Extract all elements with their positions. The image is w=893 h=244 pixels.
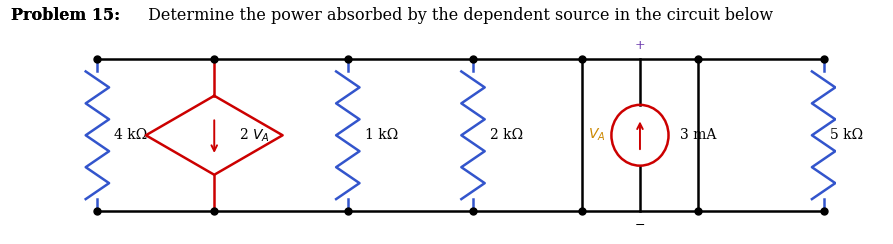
- Text: 3 mA: 3 mA: [680, 128, 716, 142]
- Text: 5 kΩ: 5 kΩ: [830, 128, 864, 142]
- Text: Problem 15:: Problem 15:: [12, 7, 121, 24]
- Text: $V_A$: $V_A$: [588, 127, 605, 143]
- Text: −: −: [635, 218, 646, 232]
- Text: Problem 15:: Problem 15:: [12, 7, 121, 24]
- Text: 2 $V_A$: 2 $V_A$: [239, 127, 270, 144]
- Text: 4 kΩ: 4 kΩ: [114, 128, 147, 142]
- Text: Determine the power absorbed by the dependent source in the circuit below: Determine the power absorbed by the depe…: [143, 7, 773, 24]
- Text: 1 kΩ: 1 kΩ: [364, 128, 397, 142]
- Text: 2 kΩ: 2 kΩ: [489, 128, 522, 142]
- Text: +: +: [635, 39, 646, 52]
